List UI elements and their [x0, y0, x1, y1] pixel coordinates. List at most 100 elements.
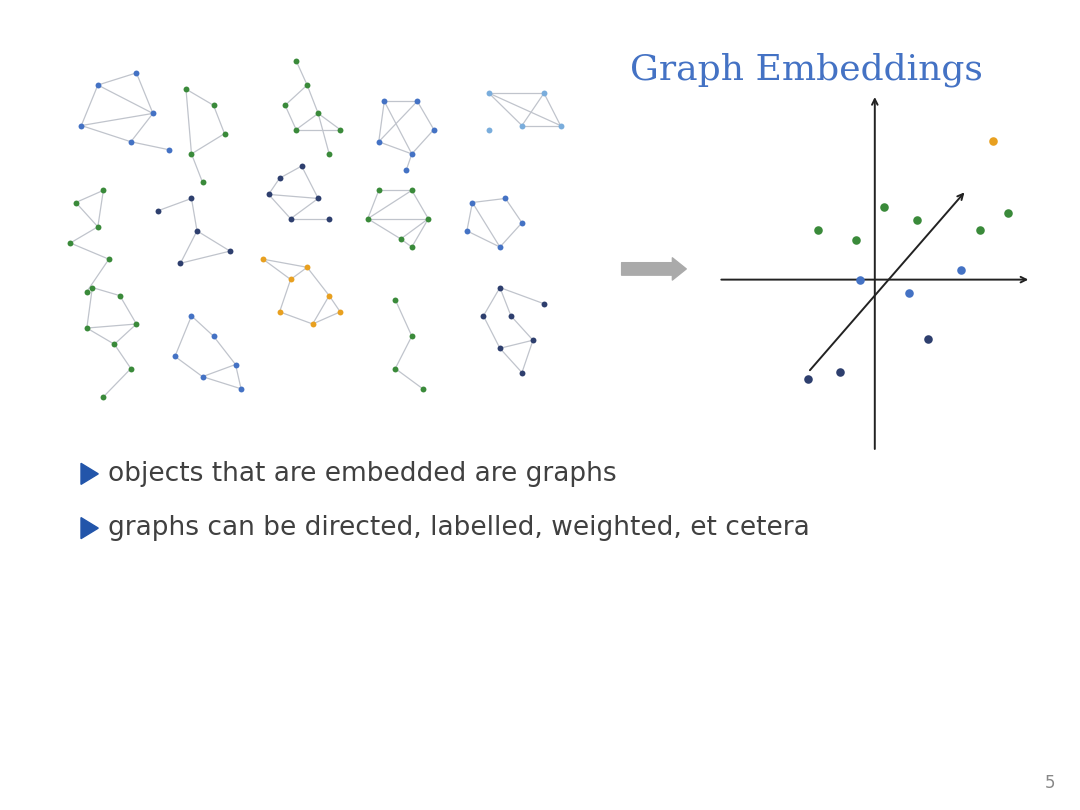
Point	[183, 309, 200, 322]
Text: 5: 5	[1044, 774, 1055, 792]
Point	[799, 373, 816, 386]
Point	[502, 309, 519, 322]
Point	[984, 134, 1001, 147]
Point	[536, 297, 553, 310]
Point	[310, 192, 327, 205]
Point	[78, 285, 95, 298]
Point	[150, 204, 167, 217]
Point	[221, 245, 239, 258]
Point	[95, 184, 112, 197]
Text: graphs can be directed, labelled, weighted, et cetera: graphs can be directed, labelled, weight…	[108, 515, 810, 541]
Point	[481, 87, 498, 100]
Point	[376, 95, 393, 108]
Point	[183, 192, 200, 205]
Point	[951, 263, 969, 276]
Point	[458, 224, 475, 237]
Point	[847, 233, 864, 246]
FancyArrowPatch shape	[622, 258, 686, 280]
Point	[95, 390, 112, 403]
Point	[321, 147, 338, 160]
Point	[183, 147, 200, 160]
Point	[232, 382, 249, 395]
Point	[282, 273, 299, 286]
Point	[72, 119, 90, 132]
Point	[78, 322, 95, 335]
Point	[370, 184, 388, 197]
Point	[255, 253, 272, 266]
Point	[177, 83, 194, 96]
Point	[908, 214, 926, 227]
Point	[106, 338, 123, 351]
Point	[62, 237, 79, 249]
Point	[127, 318, 145, 330]
Point	[525, 334, 542, 347]
Point	[293, 160, 310, 173]
Point	[84, 281, 102, 294]
Point	[282, 212, 299, 225]
Point	[216, 127, 233, 140]
Point	[832, 366, 849, 379]
Point	[513, 216, 530, 229]
Text: Graph Embeddings: Graph Embeddings	[630, 53, 983, 87]
Point	[513, 119, 530, 132]
Point	[145, 107, 162, 120]
Point	[420, 212, 437, 225]
Point	[287, 123, 305, 136]
Point	[497, 192, 514, 205]
Point	[1000, 207, 1017, 220]
Point	[392, 232, 409, 245]
Point	[298, 261, 315, 274]
Point	[298, 79, 315, 92]
Point	[287, 54, 305, 67]
Point	[260, 188, 278, 201]
Polygon shape	[81, 463, 98, 484]
Point	[166, 350, 184, 363]
Point	[426, 123, 443, 136]
Point	[876, 200, 893, 213]
Point	[387, 362, 404, 375]
Point	[481, 123, 498, 136]
Point	[415, 382, 432, 395]
Point	[194, 176, 212, 189]
Point	[205, 330, 222, 343]
Point	[227, 358, 244, 371]
Point	[271, 172, 288, 185]
Point	[809, 224, 826, 237]
Point	[271, 305, 288, 318]
Point	[403, 184, 420, 197]
Point	[513, 366, 530, 379]
Point	[901, 287, 918, 300]
Point	[305, 318, 322, 330]
Point	[403, 147, 420, 160]
Point	[491, 241, 509, 254]
Point	[172, 257, 189, 270]
Point	[127, 66, 145, 79]
Point	[491, 281, 509, 294]
Point	[90, 79, 107, 92]
Point	[370, 135, 388, 148]
Text: objects that are embedded are graphs: objects that are embedded are graphs	[108, 461, 617, 487]
Point	[332, 123, 349, 136]
Polygon shape	[81, 518, 98, 539]
Point	[321, 289, 338, 302]
Point	[360, 212, 377, 225]
Point	[188, 224, 205, 237]
Point	[194, 370, 212, 383]
Point	[552, 119, 569, 132]
Point	[387, 293, 404, 306]
Point	[851, 273, 868, 286]
Point	[397, 164, 415, 177]
Point	[919, 333, 936, 346]
Point	[491, 342, 509, 355]
Point	[403, 330, 420, 343]
Point	[332, 305, 349, 318]
Point	[321, 212, 338, 225]
Point	[971, 224, 988, 237]
Point	[100, 253, 118, 266]
Point	[403, 241, 420, 254]
Point	[122, 135, 139, 148]
Point	[122, 362, 139, 375]
Point	[205, 99, 222, 112]
Point	[161, 143, 178, 156]
Point	[276, 99, 294, 112]
